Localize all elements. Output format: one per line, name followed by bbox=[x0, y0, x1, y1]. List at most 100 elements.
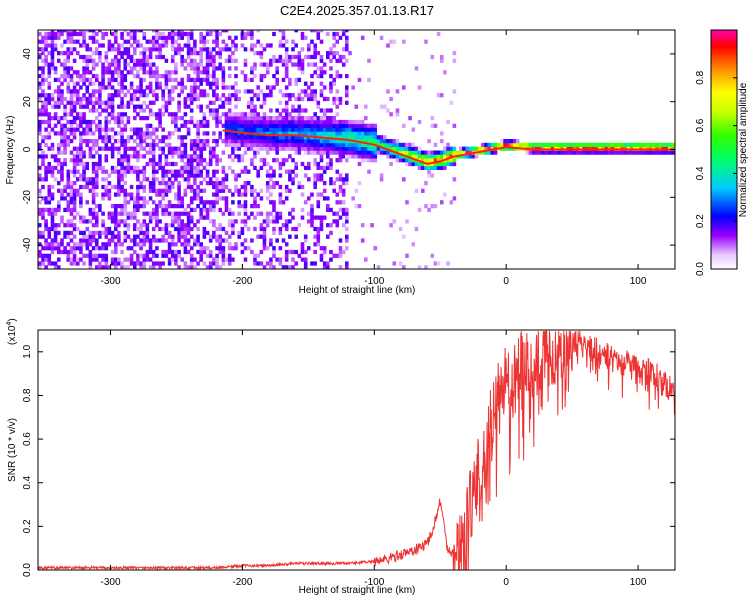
spectrogram-cell bbox=[310, 139, 314, 144]
spectrogram-cell bbox=[79, 219, 83, 224]
spectrogram-cell bbox=[509, 139, 514, 144]
spectrogram-cell bbox=[326, 108, 330, 113]
spectrogram-cell bbox=[405, 146, 409, 151]
spectrogram-cell bbox=[642, 150, 647, 155]
spectrogram-cell bbox=[478, 146, 482, 151]
spectrogram-cell bbox=[60, 238, 64, 243]
spectrogram-cell bbox=[563, 142, 567, 148]
spectrogram-cell bbox=[300, 135, 305, 140]
spectrogram-cell bbox=[136, 70, 140, 75]
spectrogram-cell bbox=[307, 131, 311, 136]
spectrogram-cell bbox=[303, 142, 308, 148]
spectrogram-cell bbox=[170, 223, 175, 228]
spectrogram-cell bbox=[212, 200, 216, 205]
spectrogram-cell bbox=[534, 150, 539, 155]
spectrogram-cell bbox=[307, 119, 311, 125]
spectrogram-cell bbox=[243, 257, 248, 262]
spectrogram-cell bbox=[430, 54, 435, 60]
spectrogram-cell bbox=[284, 112, 289, 117]
spectrogram-cell bbox=[142, 47, 147, 52]
spectrogram-cell bbox=[196, 74, 200, 79]
spectrogram-cell bbox=[155, 116, 159, 121]
spectrogram-cell bbox=[167, 211, 172, 216]
spectrogram-cell bbox=[47, 169, 52, 174]
spectrogram-cell bbox=[66, 257, 71, 262]
spectrogram-cell bbox=[69, 188, 74, 193]
spectrogram-cell bbox=[177, 154, 181, 159]
spectrogram-cell bbox=[414, 66, 419, 71]
spectrogram-cell bbox=[250, 31, 254, 37]
spectrogram-cell bbox=[221, 139, 226, 144]
spectrogram-cell bbox=[63, 116, 67, 121]
spectrogram-cell bbox=[88, 127, 93, 132]
spectrogram-cell bbox=[133, 58, 137, 63]
spectrogram-cell bbox=[436, 261, 441, 266]
spectrogram-cell bbox=[256, 93, 260, 98]
spectrogram-cell bbox=[265, 181, 270, 186]
spectrogram-cell bbox=[177, 226, 181, 232]
spectrogram-cell bbox=[177, 116, 181, 121]
spectrogram-cell bbox=[76, 226, 80, 232]
spectrogram-cell bbox=[417, 165, 422, 171]
spectrogram-cell bbox=[332, 139, 336, 144]
spectrogram-cell bbox=[148, 54, 153, 60]
spectrogram-cell bbox=[196, 165, 200, 171]
spectrogram-cell bbox=[186, 238, 191, 243]
spectrogram-cell bbox=[193, 51, 197, 56]
spectrogram-cell bbox=[490, 142, 495, 148]
spectrogram-cell bbox=[161, 96, 165, 102]
spectrogram-cell bbox=[79, 77, 83, 83]
spectrogram-cell bbox=[95, 74, 99, 79]
spectrogram-cell bbox=[82, 169, 86, 174]
spectrogram-cell bbox=[256, 135, 260, 140]
spectrogram-cell bbox=[386, 154, 390, 159]
spectrogram-cell bbox=[585, 150, 590, 155]
spectrogram-cell bbox=[326, 223, 330, 228]
spectrogram-cell bbox=[60, 131, 64, 136]
spectrogram-cell bbox=[367, 169, 371, 174]
spectrogram-cell bbox=[332, 253, 336, 258]
spectrogram-cell bbox=[503, 142, 507, 148]
spectrogram-cell bbox=[158, 31, 162, 37]
spectrogram-cell bbox=[452, 177, 457, 182]
spectrogram-cell bbox=[104, 253, 109, 258]
spectrogram-cell bbox=[278, 230, 283, 236]
spectrogram-cell bbox=[506, 139, 511, 144]
colorbar-tick-label: 0.6 bbox=[695, 118, 706, 132]
spectrogram-cell bbox=[278, 100, 283, 105]
spectrogram-cell bbox=[316, 35, 321, 40]
spectrogram-cell bbox=[79, 74, 83, 79]
spectrogram-cell bbox=[370, 123, 374, 128]
spectrogram-cell bbox=[265, 62, 270, 67]
spectrogram-cell bbox=[281, 200, 286, 205]
spectrogram-cell bbox=[38, 81, 42, 86]
spectrogram-cell bbox=[227, 47, 232, 52]
spectrogram-cell bbox=[316, 215, 321, 220]
spectrogram-cell bbox=[104, 100, 109, 105]
spectrogram-cell bbox=[193, 257, 197, 262]
spectrogram-cell bbox=[291, 62, 295, 67]
spectrogram-cell bbox=[224, 139, 229, 144]
spectrogram-cell bbox=[53, 226, 58, 232]
spectrogram-cell bbox=[148, 112, 153, 117]
spectrogram-cell bbox=[291, 177, 295, 182]
spectrogram-cell bbox=[253, 196, 257, 201]
spectrogram-cell bbox=[265, 150, 270, 155]
spectrogram-cell bbox=[53, 223, 58, 228]
spectrogram-cell bbox=[338, 54, 343, 60]
spectrogram-cell bbox=[136, 154, 140, 159]
spectrogram-cell bbox=[262, 62, 267, 67]
spectrogram-cell bbox=[237, 234, 241, 239]
spectrogram-cell bbox=[117, 116, 121, 121]
spectrogram-cell bbox=[265, 184, 270, 190]
spectrogram-cell bbox=[114, 242, 118, 247]
spectrogram-cell bbox=[69, 30, 74, 33]
spectrogram-cell bbox=[468, 154, 473, 159]
spectrogram-cell bbox=[243, 62, 248, 67]
spectrogram-cell bbox=[88, 234, 93, 239]
spectrogram-cell bbox=[272, 123, 276, 128]
spectrogram-cell bbox=[139, 81, 143, 86]
spectrogram-cell bbox=[133, 116, 137, 121]
spectrogram-cell bbox=[155, 85, 159, 90]
spectrogram-cell bbox=[367, 135, 371, 140]
